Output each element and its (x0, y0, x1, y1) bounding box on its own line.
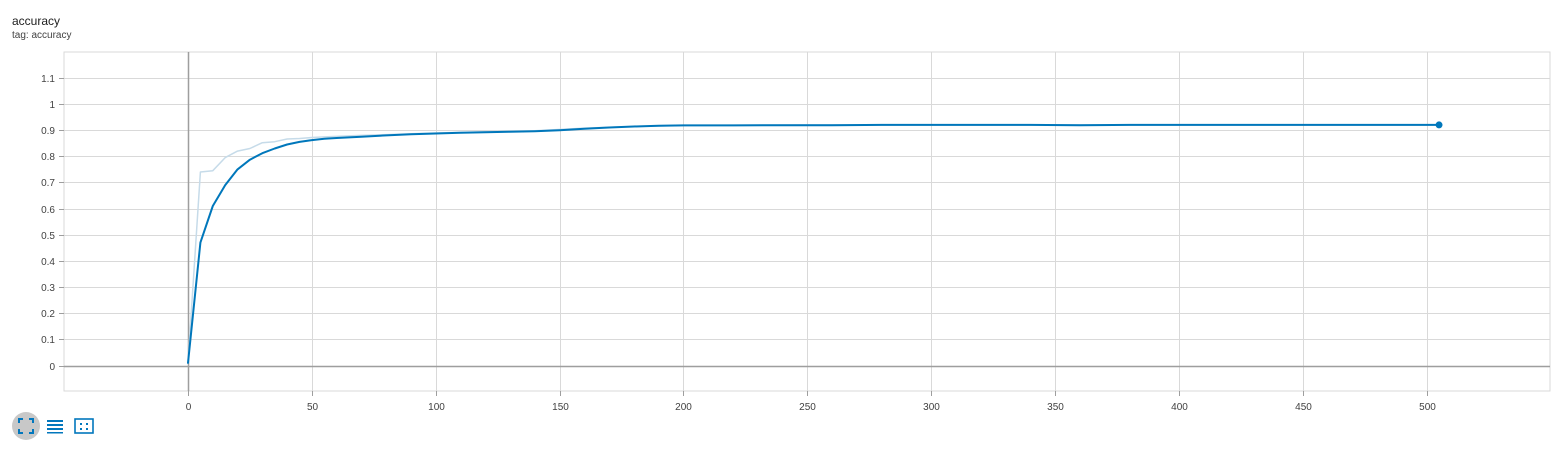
tick-layer: 0 0.1 0.2 0.3 0.4 0.5 0.6 0.7 0.8 0.9 1 1.1 0 50 100 15… (41, 74, 1436, 413)
y-tick-label: 0.8 (41, 152, 55, 163)
y-tick-label: 1.1 (41, 74, 55, 85)
last-point-marker (1435, 121, 1443, 129)
series-layer (187, 121, 1443, 364)
y-tick-label: 0.5 (41, 231, 55, 242)
toggle-smoothing-box-icon (74, 418, 94, 434)
raw-series-line (187, 124, 1440, 364)
fit-domain-button[interactable] (12, 412, 40, 440)
x-tick-label: 400 (1171, 402, 1188, 413)
axis-layer (64, 52, 1550, 391)
chart-title: accuracy (12, 14, 61, 28)
x-tick-label: 50 (307, 402, 319, 413)
grid-layer (59, 51, 1551, 396)
y-tick-label: 1 (49, 100, 55, 111)
y-tick-label: 0.7 (41, 178, 55, 189)
x-tick-label: 0 (186, 402, 192, 413)
x-tick-label: 250 (799, 402, 816, 413)
x-tick-label: 150 (552, 402, 569, 413)
y-tick-label: 0.6 (41, 205, 55, 216)
y-tick-label: 0.3 (41, 283, 55, 294)
x-tick-label: 500 (1419, 402, 1436, 413)
chart-toolbar (12, 412, 99, 440)
y-tick-label: 0.1 (41, 335, 55, 346)
chart-card-header: accuracy tag: accuracy (12, 14, 71, 42)
x-tick-label: 300 (923, 402, 940, 413)
y-tick-label: 0 (49, 362, 55, 373)
y-tick-label: 0.2 (41, 309, 55, 320)
chart-tag: tag: accuracy (12, 30, 72, 41)
x-tick-label: 100 (428, 402, 445, 413)
x-tick-label: 450 (1295, 402, 1312, 413)
x-tick-label: 350 (1047, 402, 1064, 413)
x-tick-label: 200 (675, 402, 692, 413)
fit-to-domain-icon (18, 418, 34, 434)
toggle-y-log-scale-icon (47, 420, 63, 434)
y-tick-label: 0.4 (41, 257, 55, 268)
toggle-smoothing-box-button[interactable] (70, 412, 98, 440)
y-tick-label: 0.9 (41, 126, 55, 137)
toggle-y-log-button[interactable] (41, 412, 69, 440)
smoothed-series-line (187, 123, 1440, 364)
